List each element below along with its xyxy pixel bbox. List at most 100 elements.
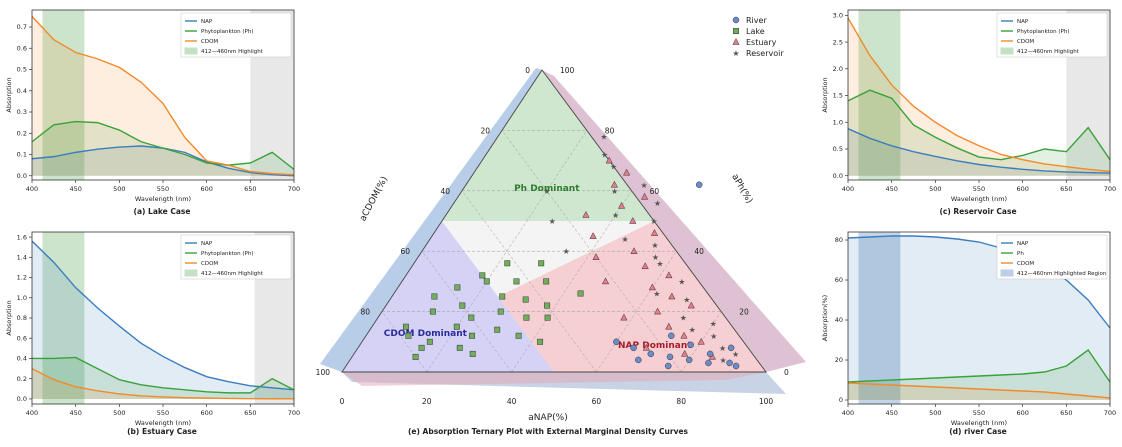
y-tick-label: 0.0 <box>17 395 27 403</box>
x-tick-label: 700 <box>1104 185 1116 193</box>
point-lake <box>544 302 551 309</box>
y-tick-label: 0.6 <box>17 334 27 342</box>
legend-label: 412—460nm Highlighted Region <box>1017 271 1107 277</box>
series-line-ph <box>32 356 295 394</box>
point-reservoir: ★ <box>651 241 658 250</box>
legend-label: Phytoplankton (Ph) <box>1017 29 1070 35</box>
point-reservoir: ★ <box>683 296 690 305</box>
series-line-cdom <box>847 17 1111 173</box>
point-estuary <box>650 229 659 236</box>
point-reservoir: ★ <box>654 199 661 208</box>
grid-line <box>596 251 677 373</box>
point-reservoir: ★ <box>543 187 550 196</box>
x-tick-label: 600 <box>1016 409 1028 417</box>
point-river <box>706 350 714 358</box>
grid-line <box>501 130 682 373</box>
x-tick-label: 700 <box>288 409 300 417</box>
point-estuary <box>681 349 689 357</box>
marginal-left <box>320 68 542 372</box>
point-estuary <box>680 331 688 339</box>
y-tick-label: 0.0 <box>17 172 27 180</box>
point-lake <box>402 323 409 330</box>
point-lake <box>522 296 529 303</box>
cdom-tick-label: 20 <box>480 126 490 135</box>
area-nap <box>32 241 294 399</box>
area-nap <box>848 128 1110 176</box>
point-river <box>668 332 675 340</box>
area-cdom <box>848 383 1110 400</box>
legend-swatch <box>1000 269 1014 277</box>
y-tick-label: 2.5 <box>833 38 843 46</box>
x-tick-label: 700 <box>288 185 300 193</box>
point-estuary <box>665 322 673 330</box>
legend-marker <box>733 28 739 34</box>
point-estuary <box>697 337 705 345</box>
point-river <box>726 359 733 367</box>
point-lake <box>405 332 412 339</box>
x-tick-label: 650 <box>1060 185 1072 193</box>
axis-label-nap: aNAP(%) <box>528 413 567 423</box>
legend-label: River <box>746 16 767 25</box>
y-tick-label: 0.1 <box>17 151 27 159</box>
point-lake <box>459 302 466 309</box>
panel-caption: (d) river Case <box>949 427 1007 436</box>
point-lake <box>453 323 460 330</box>
panel-river: 400 450 500 550 600 650 700 0 20 40 60 80 Wavelength… <box>821 231 1116 436</box>
point-lake <box>426 338 433 345</box>
legend-box <box>180 234 292 280</box>
series-line-nap <box>847 128 1111 174</box>
point-reservoir: ★ <box>621 235 628 244</box>
region-mixed <box>442 221 654 297</box>
area-ph <box>32 357 294 399</box>
point-reservoir: ★ <box>732 350 739 359</box>
point-lake <box>515 332 522 339</box>
legend-label: Ph <box>1017 251 1024 257</box>
highlight-region <box>42 232 85 404</box>
legend-label: 412—460nm Highlight <box>201 271 264 277</box>
series-line-cdom <box>31 15 295 176</box>
highlight-region <box>858 232 901 404</box>
legend-swatch <box>1000 47 1014 55</box>
x-tick-label: 400 <box>26 409 38 417</box>
point-reservoir: ★ <box>601 151 608 160</box>
y-tick-label: 0.4 <box>17 355 27 363</box>
cdom-tick-label: 60 <box>400 247 410 256</box>
point-river <box>727 344 735 352</box>
area-ph <box>848 90 1110 176</box>
y-tick-label: 0.6 <box>17 44 27 52</box>
legend-marker: ★ <box>732 49 739 58</box>
point-lake <box>418 344 425 351</box>
point-river <box>732 362 740 370</box>
point-estuary <box>589 232 597 239</box>
y-axis-label: Absorption <box>5 300 13 335</box>
y-tick-label: 0.4 <box>17 87 27 95</box>
x-tick-label: 700 <box>1104 409 1116 417</box>
point-estuary <box>642 343 650 351</box>
x-tick-label: 500 <box>929 185 941 193</box>
legend-swatch <box>184 269 198 277</box>
legend-label: NAP <box>1017 19 1029 25</box>
point-lake <box>468 314 475 321</box>
x-tick-label: 400 <box>26 185 38 193</box>
region-label: NAP Dominant <box>618 341 692 351</box>
axis-label-cdom: aCDOM(%) <box>358 175 390 223</box>
legend-label: Estuary <box>746 38 777 47</box>
legend-label: NAP <box>201 241 213 247</box>
legend-label: Phytoplankton (Ph) <box>201 29 254 35</box>
legend-marker <box>732 16 740 24</box>
point-reservoir: ★ <box>689 326 696 335</box>
point-estuary <box>653 307 662 315</box>
x-tick-label: 500 <box>113 185 125 193</box>
panel-ternary: 0 0 0 20 20 20 40 40 40 60 60 60 80 80 80 100 100 100 aNAP… <box>316 16 806 436</box>
point-lake <box>479 272 486 279</box>
nap-tick-label: 40 <box>507 397 517 406</box>
point-river <box>685 356 693 364</box>
ph-tick-label: 100 <box>560 66 575 75</box>
highlight-region <box>858 10 901 180</box>
point-estuary <box>610 180 619 188</box>
region-nap <box>498 221 766 372</box>
point-reservoir: ★ <box>549 217 556 226</box>
x-axis-label: Wavelength (nm) <box>951 419 1007 427</box>
x-tick-label: 550 <box>973 185 985 193</box>
